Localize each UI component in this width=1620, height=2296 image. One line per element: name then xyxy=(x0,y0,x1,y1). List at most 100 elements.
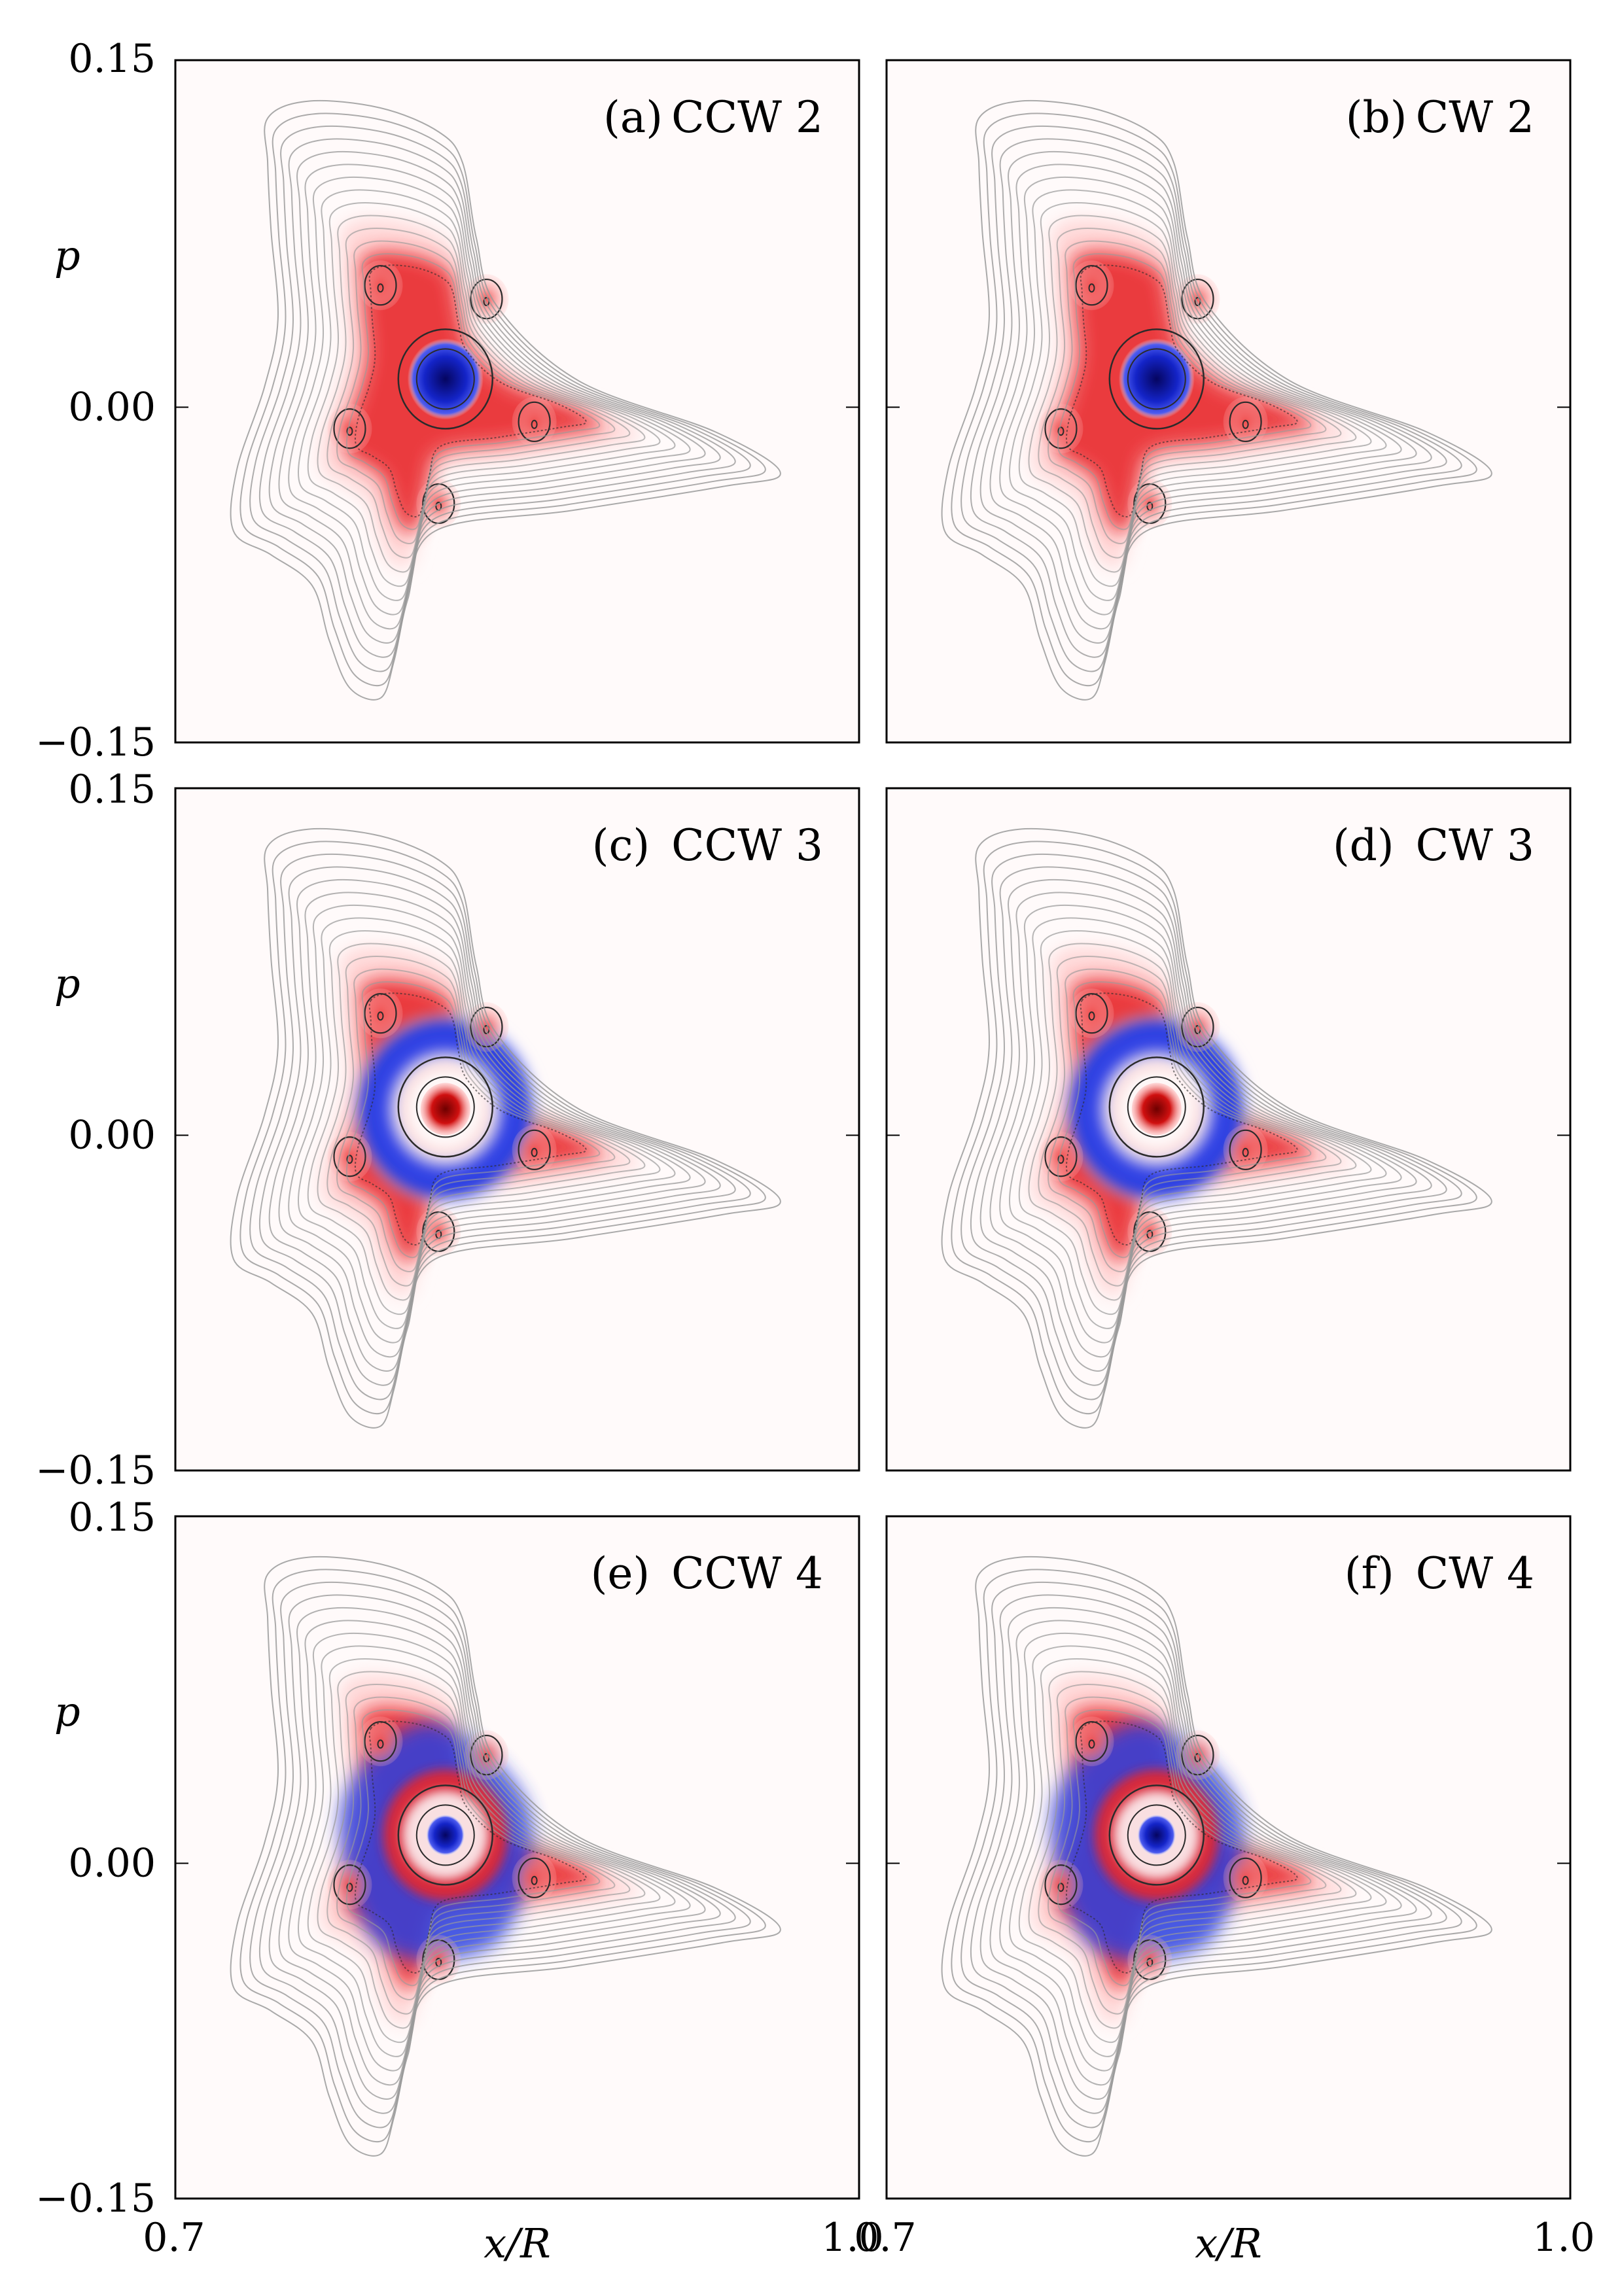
y-tick-label-zero: 0.00 xyxy=(68,1113,156,1158)
contour-line xyxy=(951,841,1477,1415)
panel-frame xyxy=(885,1515,1572,2200)
island-point xyxy=(1088,1011,1095,1021)
island-5 xyxy=(327,1860,372,1910)
core-positive xyxy=(420,1083,470,1136)
island-contour xyxy=(1075,265,1108,306)
island-point xyxy=(1088,1739,1095,1749)
y-tick-label-bottom: −0.15 xyxy=(35,720,156,765)
y-tick-label-top: 0.15 xyxy=(68,767,156,812)
contour-line xyxy=(1028,215,1357,573)
separatrix xyxy=(354,264,587,518)
contour-line xyxy=(239,841,766,1415)
contour-line xyxy=(999,176,1402,616)
x-tick-label-left: 0.7 xyxy=(854,2215,916,2261)
island-contour xyxy=(1229,1857,1262,1898)
contour-line xyxy=(230,827,781,1429)
contour-line xyxy=(989,892,1417,1358)
x-tick-label-right: 1.0 xyxy=(821,2215,883,2261)
contour-line xyxy=(960,853,1462,1400)
contour-line xyxy=(960,1581,1462,2129)
y-tick-label-zero: 0.00 xyxy=(68,1841,156,1887)
contour-line xyxy=(297,917,676,1329)
x-tick-label-left: 0.7 xyxy=(143,2215,205,2261)
contour-line xyxy=(288,1632,691,2072)
panel-frame xyxy=(174,1515,860,2200)
contour-line xyxy=(970,866,1447,1386)
island-point xyxy=(1242,419,1249,429)
island-1 xyxy=(358,988,403,1039)
contour-line xyxy=(1028,943,1357,1301)
y-tick-label-top: 0.15 xyxy=(68,36,156,82)
contour-line xyxy=(989,164,1417,630)
core-positive xyxy=(1131,1083,1182,1136)
center-contour xyxy=(1108,328,1205,430)
island-contour xyxy=(333,408,366,449)
island-5 xyxy=(1038,1860,1083,1910)
island-point xyxy=(1057,1155,1065,1164)
island-1 xyxy=(1069,1716,1114,1767)
island-1 xyxy=(358,260,403,311)
panel-label: (f) CW 4 xyxy=(1345,1548,1534,1599)
separatrix xyxy=(1065,992,1298,1246)
island-contour xyxy=(1044,1136,1078,1177)
island-3 xyxy=(1223,1852,1268,1903)
contour-line xyxy=(249,1581,751,2129)
island-1 xyxy=(1069,988,1114,1039)
heatmap-area xyxy=(175,788,859,1470)
island-contour xyxy=(1075,993,1108,1034)
contour-line xyxy=(970,1594,1447,2114)
panel-label: (d) CW 3 xyxy=(1333,820,1534,871)
contour-line xyxy=(345,1709,601,1987)
y-tick-label-zero: 0.00 xyxy=(68,385,156,430)
panel-frame xyxy=(174,787,860,1472)
heatmap-area xyxy=(175,1516,859,2199)
contour-line xyxy=(345,981,601,1259)
separatrix xyxy=(354,992,587,1246)
heatmap-area xyxy=(887,60,1570,742)
core-negative xyxy=(407,338,484,420)
contour-line xyxy=(1008,189,1387,601)
contour-line xyxy=(1057,981,1312,1259)
contour-line xyxy=(1008,917,1387,1329)
contour-line xyxy=(1057,1709,1312,1987)
panel-label: (a) CCW 2 xyxy=(603,92,823,143)
contour-line xyxy=(239,113,766,687)
contour-line xyxy=(979,878,1432,1372)
x-axis-label: x/R xyxy=(1195,2219,1262,2267)
contour-line xyxy=(278,1620,706,2086)
contour-line xyxy=(317,943,646,1301)
island-3 xyxy=(1223,1124,1268,1175)
island-contour xyxy=(1044,408,1078,449)
center-contour xyxy=(1127,1804,1186,1866)
center-contour xyxy=(415,348,475,410)
island-point xyxy=(1242,1875,1249,1885)
contour-line xyxy=(941,1556,1492,2157)
core-negative xyxy=(1136,1814,1176,1856)
panel-label: (e) CCW 4 xyxy=(591,1548,823,1599)
contour-line xyxy=(307,1658,661,2044)
island-contour xyxy=(1044,1864,1078,1905)
panel-d: (d) CW 3 xyxy=(885,787,1572,1472)
contour-line xyxy=(317,215,646,573)
island-point xyxy=(1242,1147,1249,1157)
contour-line xyxy=(258,1594,736,2114)
center-contour xyxy=(1108,1056,1205,1158)
center-contour xyxy=(415,1804,475,1866)
contour-line xyxy=(239,1569,766,2143)
heatmap-area xyxy=(887,788,1570,1470)
panel-c: (c) CCW 3 0.15 0.00 −0.15 p xyxy=(35,767,860,1493)
island-contour xyxy=(518,1129,551,1170)
island-5 xyxy=(1038,1132,1083,1182)
panel-frame xyxy=(174,59,860,744)
panel-frame xyxy=(885,787,1572,1472)
contour-line xyxy=(230,99,781,701)
contour-line xyxy=(307,930,661,1315)
contour-line xyxy=(297,189,676,601)
island-point xyxy=(1088,283,1095,293)
island-5 xyxy=(1038,404,1083,454)
y-tick-label-bottom: −0.15 xyxy=(35,1448,156,1493)
y-axis-label: p xyxy=(54,1688,80,1735)
contour-line xyxy=(268,878,721,1372)
island-contour xyxy=(364,993,397,1034)
